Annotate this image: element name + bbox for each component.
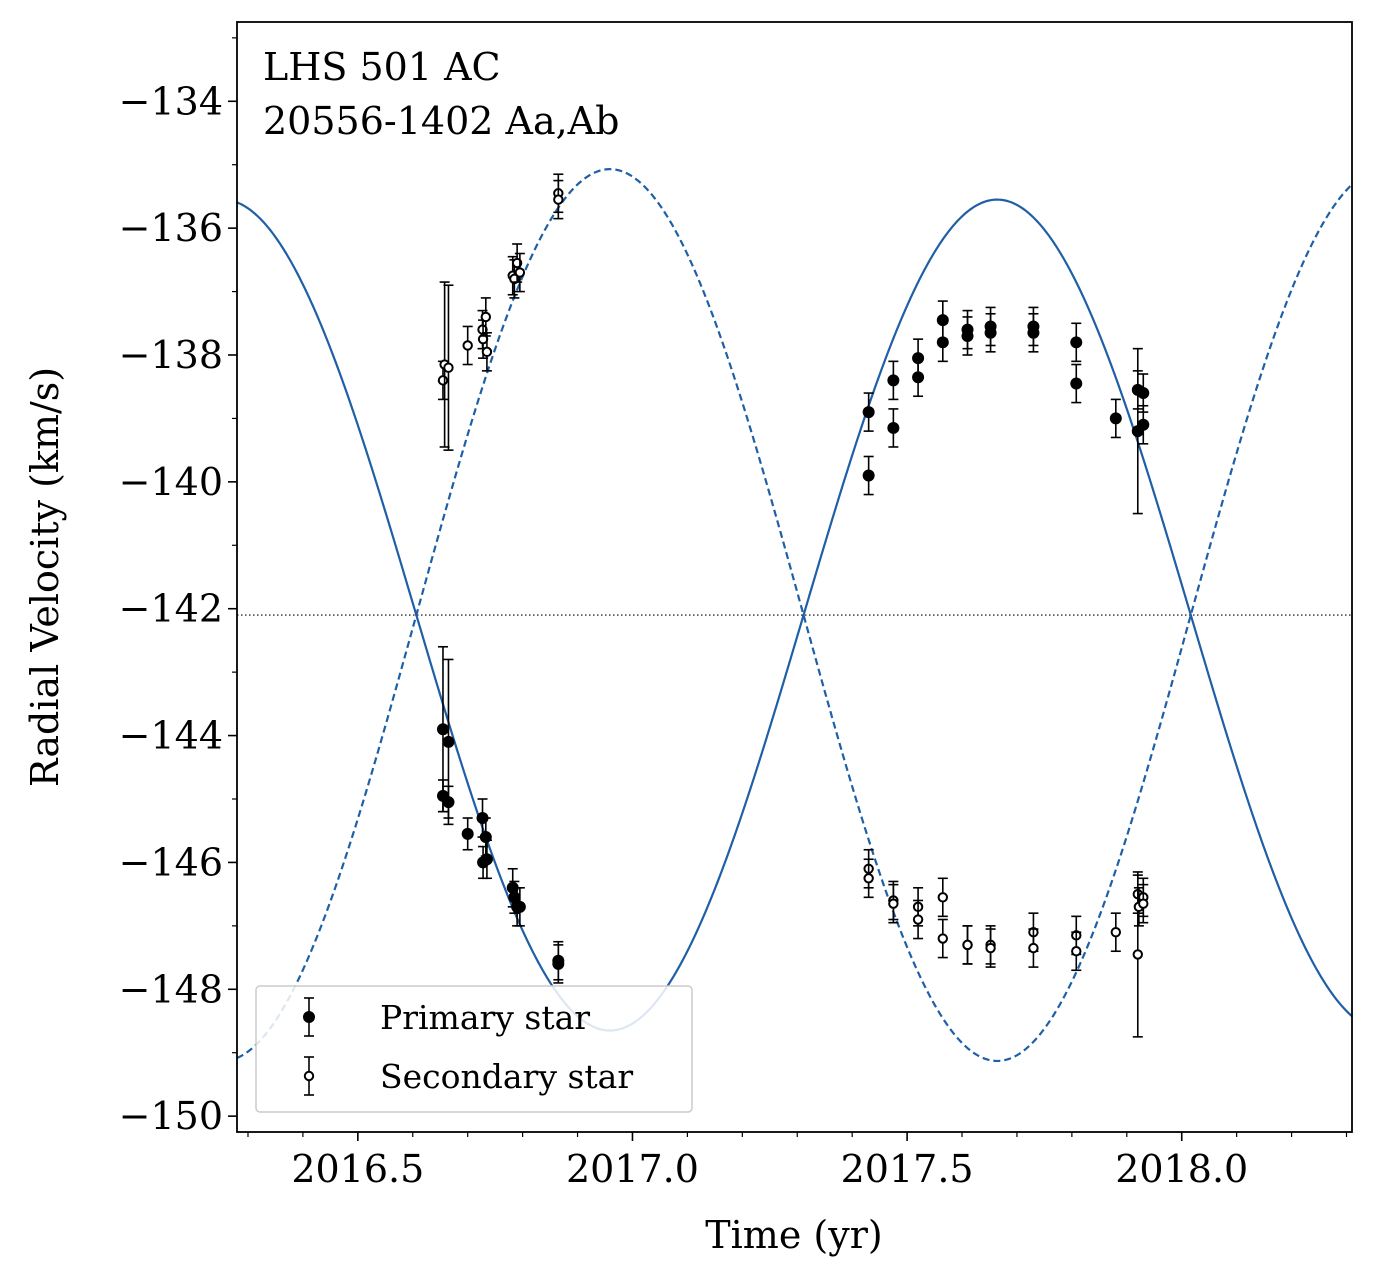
secondary-point bbox=[962, 939, 973, 951]
primary-point bbox=[936, 336, 949, 349]
legend: Primary star Secondary star bbox=[255, 985, 693, 1113]
primary-point bbox=[1109, 412, 1122, 425]
primary-orbit-curve bbox=[237, 198, 1352, 1032]
primary-point bbox=[912, 371, 925, 384]
primary-point bbox=[436, 723, 449, 736]
plot-interior bbox=[237, 168, 1352, 1063]
legend-secondary-label: Secondary star bbox=[380, 1057, 633, 1096]
secondary-point bbox=[480, 311, 492, 323]
y-tick-label: −136 bbox=[119, 206, 223, 250]
primary-point bbox=[461, 827, 474, 840]
secondary-point bbox=[937, 892, 949, 903]
y-tick-label: −142 bbox=[119, 587, 223, 631]
secondary-point bbox=[1110, 927, 1122, 938]
secondary-point bbox=[912, 914, 924, 925]
x-tick-label: 2018.0 bbox=[1115, 1147, 1248, 1191]
title-line-2: 20556-1402 Aa,Ab bbox=[263, 99, 619, 143]
secondary-point bbox=[1132, 949, 1143, 960]
primary-point bbox=[1137, 387, 1150, 400]
x-tick-label: 2016.5 bbox=[291, 1147, 424, 1191]
primary-point bbox=[984, 326, 997, 339]
primary-point bbox=[480, 853, 493, 866]
title-line-1: LHS 501 AC bbox=[263, 45, 501, 89]
primary-point bbox=[1070, 377, 1083, 390]
primary-point bbox=[887, 374, 900, 387]
x-axis-label: Time (yr) bbox=[705, 1213, 882, 1257]
primary-point bbox=[887, 421, 900, 434]
y-tick-label: −138 bbox=[119, 333, 223, 377]
x-tick-label: 2017.5 bbox=[841, 1147, 974, 1191]
primary-star-series bbox=[436, 300, 1150, 984]
axes-frame bbox=[236, 21, 1353, 1133]
plot-area: 2016.5 2017.0 2017.5 2018.0 −134 −136 −138 −140… bbox=[119, 21, 1353, 1191]
primary-point bbox=[513, 900, 526, 913]
y-axis-label: Radial Velocity (km/s) bbox=[23, 367, 67, 787]
y-tick-label: −150 bbox=[119, 1094, 223, 1138]
secondary-point bbox=[863, 873, 874, 884]
y-tick-label: −146 bbox=[119, 840, 223, 884]
secondary-point bbox=[462, 340, 473, 351]
legend-box bbox=[255, 985, 693, 1113]
primary-point bbox=[862, 469, 875, 482]
legend-secondary-marker bbox=[303, 1070, 315, 1082]
y-tick-label: −144 bbox=[119, 714, 223, 758]
primary-point bbox=[1027, 326, 1040, 339]
secondary-point bbox=[1071, 946, 1082, 957]
chart-title: LHS 501 AC 20556-1402 Aa,Ab bbox=[263, 45, 619, 143]
secondary-point bbox=[514, 267, 526, 278]
legend-primary-marker bbox=[303, 1011, 315, 1023]
secondary-point bbox=[1028, 942, 1039, 954]
y-tick-label: −140 bbox=[119, 460, 223, 504]
legend-primary-label: Primary star bbox=[380, 998, 590, 1037]
secondary-point bbox=[888, 898, 899, 909]
secondary-point bbox=[553, 194, 564, 205]
secondary-star-series bbox=[437, 173, 1149, 1038]
primary-point bbox=[1137, 418, 1150, 431]
primary-point bbox=[1070, 336, 1083, 349]
primary-point bbox=[442, 796, 455, 809]
secondary-point bbox=[1138, 898, 1149, 909]
secondary-point bbox=[937, 933, 949, 944]
secondary-point bbox=[481, 346, 493, 358]
secondary-orbit-curve bbox=[237, 168, 1352, 1063]
primary-point bbox=[961, 329, 974, 342]
primary-point bbox=[862, 406, 875, 419]
x-tick-label: 2017.0 bbox=[566, 1147, 699, 1191]
secondary-point bbox=[985, 942, 996, 954]
primary-point bbox=[442, 735, 455, 748]
y-tick-label: −148 bbox=[119, 967, 223, 1011]
secondary-point bbox=[437, 375, 449, 386]
secondary-point bbox=[443, 362, 454, 373]
primary-point bbox=[552, 957, 565, 970]
y-tick-label: −134 bbox=[119, 79, 223, 123]
